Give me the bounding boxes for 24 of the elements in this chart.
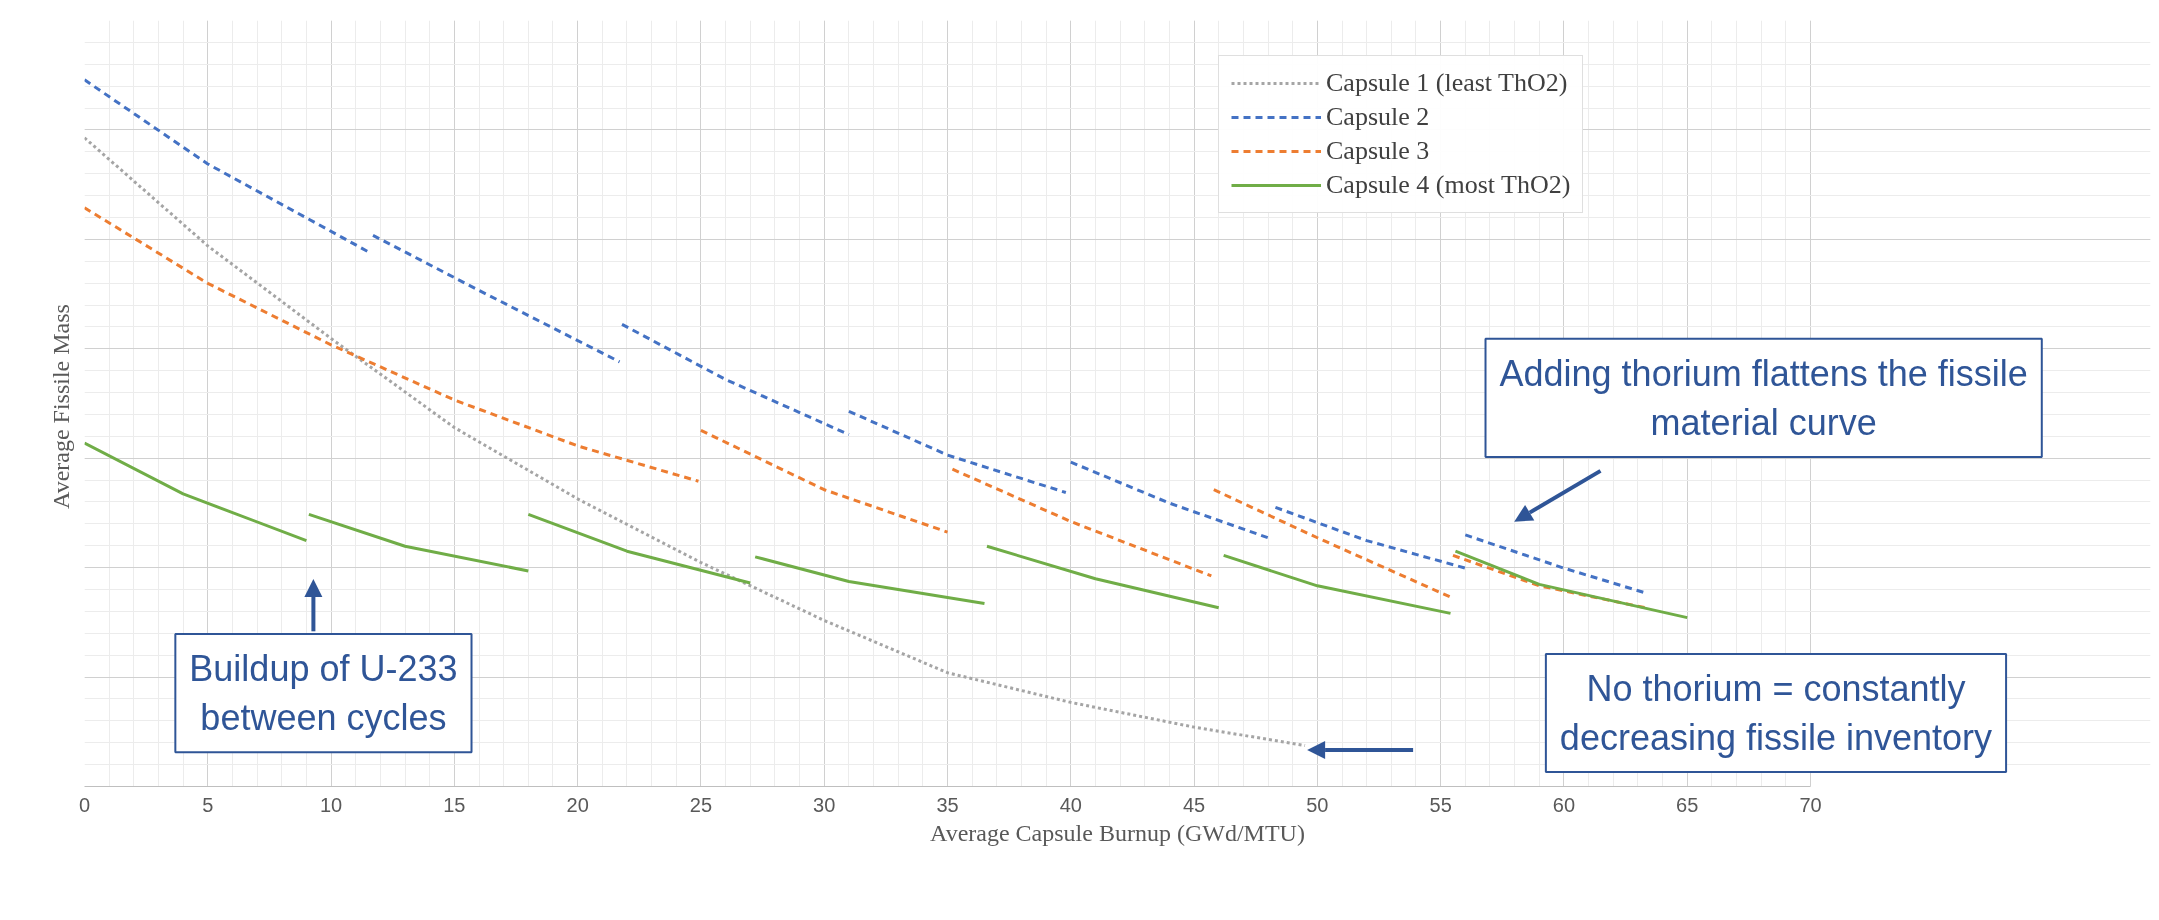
x-tick-label: 15 (443, 793, 466, 816)
x-tick-label: 65 (1676, 793, 1699, 816)
x-tick-label: 10 (319, 793, 343, 816)
x-tick-label: 55 (1429, 793, 1452, 816)
annotation: Buildup of U-233 between cycles (189, 648, 458, 739)
x-tick-label: 30 (813, 793, 836, 816)
annotation: Adding thorium flattens the fissile material curve (1499, 352, 2028, 443)
x-tick-label: 0 (78, 793, 91, 816)
legend-label: Capsule 4 (most ThO2) (1326, 170, 1571, 200)
x-axis-title: Average Capsule Burnup (GWd/MTU) (930, 819, 1305, 846)
y-axis-title: Average Fissile Mass (47, 304, 74, 509)
x-tick-label: 70 (1799, 793, 1822, 816)
x-tick-label: 40 (1059, 793, 1082, 816)
x-tick-label: 45 (1182, 793, 1206, 816)
x-tick-label: 35 (936, 793, 959, 816)
x-tick-label: 50 (1306, 793, 1329, 816)
x-tick-label: 25 (689, 793, 713, 816)
legend-label: Capsule 1 (least ThO2) (1326, 68, 1568, 98)
annotation: No thorium = constantly decreasing fissile inventory (1559, 667, 1993, 759)
x-tick-label: 60 (1552, 793, 1576, 816)
x-tick-label: 5 (202, 793, 214, 816)
x-tick-label: 20 (566, 793, 589, 816)
legend-label: Capsule 3 (1326, 136, 1430, 166)
legend-label: Capsule 2 (1326, 102, 1430, 132)
